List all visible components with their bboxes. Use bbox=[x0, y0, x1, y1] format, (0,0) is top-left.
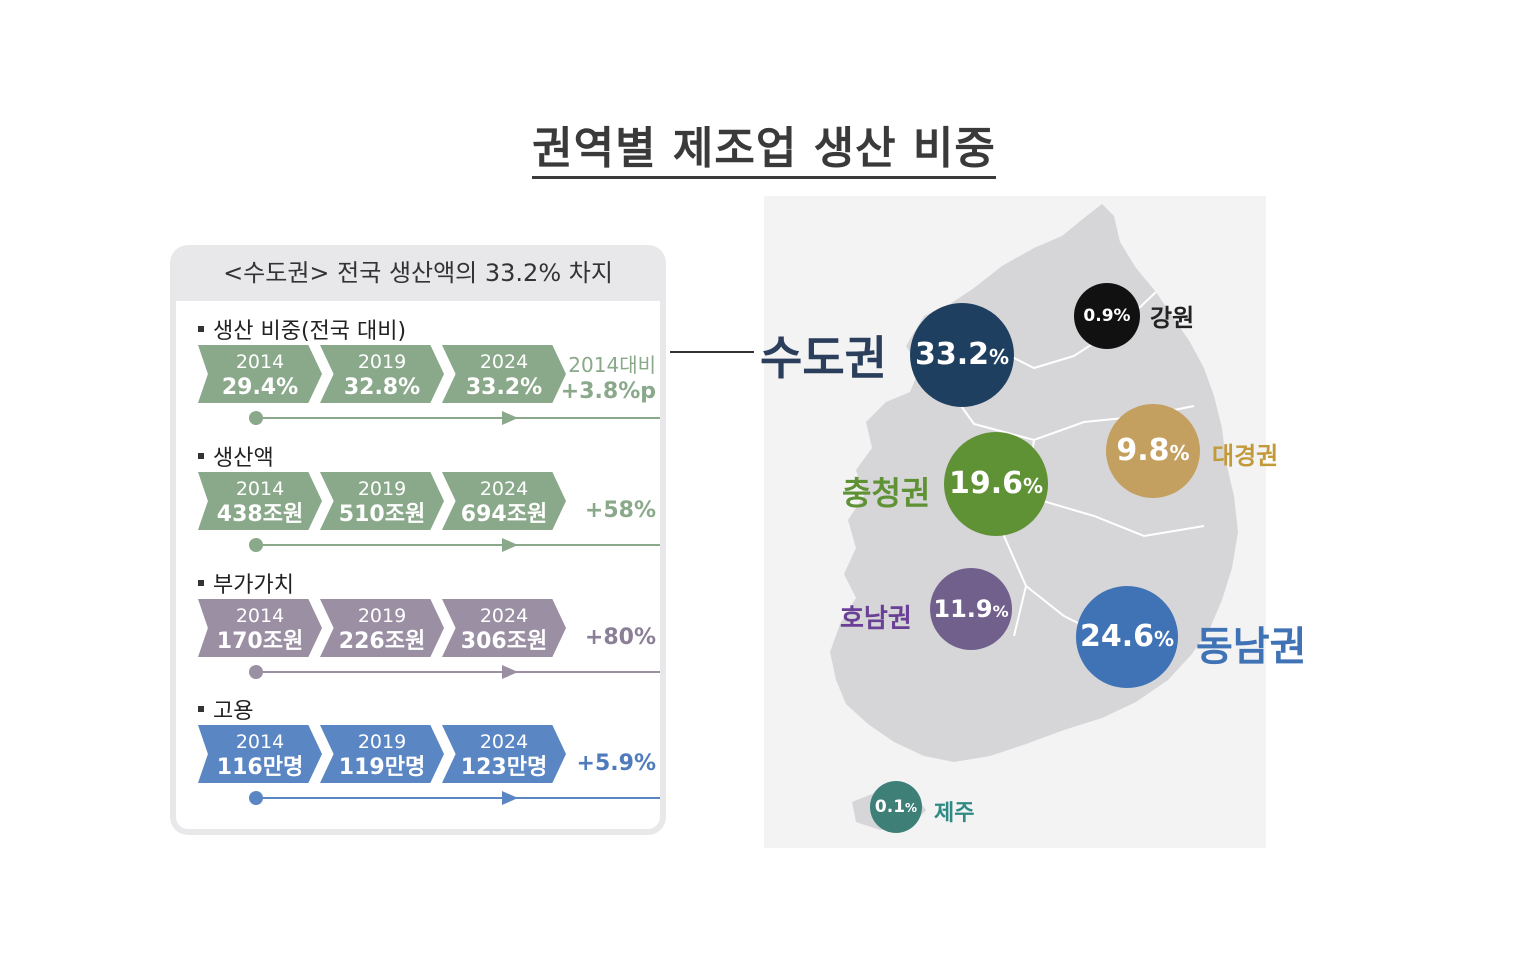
timeline-line bbox=[256, 671, 660, 673]
chevron-2014: 2014 116만명 bbox=[198, 725, 322, 783]
value-label: 29.4% bbox=[221, 375, 299, 400]
timeline-arrow-icon bbox=[502, 791, 518, 805]
panel-body: 생산 비중(전국 대비) 2014 29.4% 2019 32.8% 2024 … bbox=[176, 301, 660, 829]
year-label: 2019 bbox=[357, 478, 407, 500]
chevron-2024: 2024 33.2% bbox=[442, 345, 566, 403]
timeline-line bbox=[256, 544, 660, 546]
page-title: 권역별 제조업 생산 비중 bbox=[0, 112, 1528, 179]
bubble-gangwon: 0.9% bbox=[1074, 283, 1140, 349]
bubble-daegyeong: 9.8% bbox=[1106, 404, 1200, 498]
delta-value: +58% bbox=[584, 498, 656, 523]
year-label: 2014 bbox=[235, 731, 285, 753]
value-label: 33.2% bbox=[465, 375, 543, 400]
value-label: 694조원 bbox=[460, 502, 548, 527]
timeline-arrow-icon bbox=[502, 665, 518, 679]
timeline-arrow-icon bbox=[502, 538, 518, 552]
value-label: 226조원 bbox=[338, 629, 426, 654]
chevron-2014: 2014 29.4% bbox=[198, 345, 322, 403]
label-daegyeong: 대경권 bbox=[1212, 442, 1279, 470]
label-dongnam: 동남권 bbox=[1196, 624, 1307, 670]
year-label: 2019 bbox=[357, 605, 407, 627]
timeline-line bbox=[256, 417, 660, 419]
value-label: 510조원 bbox=[338, 502, 426, 527]
section-label: 생산액 bbox=[198, 440, 274, 472]
chevron-2019: 2019 510조원 bbox=[320, 472, 444, 530]
section-value-added: 부가가치 2014 170조원 2019 226조원 2024 306조원 +8… bbox=[176, 563, 660, 690]
section-production-share: 생산 비중(전국 대비) 2014 29.4% 2019 32.8% 2024 … bbox=[176, 309, 660, 436]
bubble-honam: 11.9% bbox=[930, 568, 1012, 650]
chevron-2024: 2024 694조원 bbox=[442, 472, 566, 530]
chevron-2014: 2014 438조원 bbox=[198, 472, 322, 530]
section-production-value: 생산액 2014 438조원 2019 510조원 2024 694조원 +58… bbox=[176, 436, 660, 563]
bubble-chungcheong: 19.6% bbox=[944, 432, 1048, 536]
timeline-start-dot bbox=[249, 538, 263, 552]
timeline-line bbox=[256, 797, 660, 799]
delta-value: +5.9% bbox=[576, 751, 656, 776]
label-honam: 호남권 bbox=[840, 604, 912, 634]
value-label: 170조원 bbox=[216, 629, 304, 654]
section-label: 고용 bbox=[198, 693, 253, 725]
label-chungcheong: 충청권 bbox=[842, 474, 931, 512]
value-label: 306조원 bbox=[460, 629, 548, 654]
panel-header: <수도권> 전국 생산액의 33.2% 차지 bbox=[223, 259, 613, 287]
bubble-capital-region: 33.2% bbox=[910, 303, 1014, 407]
year-label: 2024 bbox=[479, 351, 529, 373]
label-capital-region: 수도권 bbox=[760, 331, 887, 385]
year-label: 2014 bbox=[235, 605, 285, 627]
capital-region-panel: <수도권> 전국 생산액의 33.2% 차지 생산 비중(전국 대비) 2014… bbox=[170, 245, 666, 835]
section-employment: 고용 2014 116만명 2019 119만명 2024 123만명 +5.9… bbox=[176, 689, 660, 816]
timeline-arrow-icon bbox=[502, 411, 518, 425]
delta-value: +80% bbox=[584, 625, 656, 650]
label-jeju: 제주 bbox=[934, 801, 975, 826]
timeline-start-dot bbox=[249, 791, 263, 805]
section-label: 생산 비중(전국 대비) bbox=[198, 313, 406, 345]
year-label: 2014 bbox=[235, 478, 285, 500]
chevron-2019: 2019 32.8% bbox=[320, 345, 444, 403]
year-label: 2014 bbox=[235, 351, 285, 373]
value-label: 123만명 bbox=[460, 755, 548, 780]
chevron-2024: 2024 306조원 bbox=[442, 599, 566, 657]
value-label: 438조원 bbox=[216, 502, 304, 527]
value-label: 32.8% bbox=[343, 375, 421, 400]
label-gangwon: 강원 bbox=[1150, 304, 1195, 332]
chevron-2019: 2019 226조원 bbox=[320, 599, 444, 657]
timeline-start-dot bbox=[249, 411, 263, 425]
year-label: 2019 bbox=[357, 351, 407, 373]
year-label: 2024 bbox=[479, 731, 529, 753]
bubble-jeju: 0.1% bbox=[870, 781, 922, 833]
bubble-dongnam: 24.6% bbox=[1076, 586, 1178, 688]
year-label: 2019 bbox=[357, 731, 407, 753]
year-label: 2024 bbox=[479, 478, 529, 500]
section-label: 부가가치 bbox=[198, 567, 294, 599]
timeline-start-dot bbox=[249, 665, 263, 679]
chevron-2024: 2024 123만명 bbox=[442, 725, 566, 783]
year-label: 2024 bbox=[479, 605, 529, 627]
chevron-2014: 2014 170조원 bbox=[198, 599, 322, 657]
connector-line bbox=[670, 351, 754, 353]
value-label: 116만명 bbox=[216, 755, 304, 780]
region-borders bbox=[949, 291, 1205, 657]
value-label: 119만명 bbox=[338, 755, 426, 780]
delta-caption: 2014대비 bbox=[568, 353, 656, 377]
chevron-2019: 2019 119만명 bbox=[320, 725, 444, 783]
delta-value: +3.8%p bbox=[560, 379, 656, 404]
